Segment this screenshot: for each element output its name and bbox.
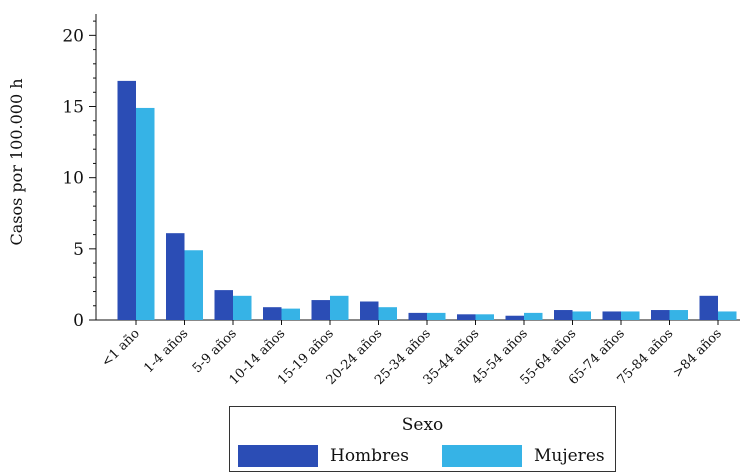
bar-hombres xyxy=(457,314,476,320)
y-axis-title: Casos por 100.000 h xyxy=(7,78,26,245)
legend-label-hombres: Hombres xyxy=(330,446,409,466)
bar-mujeres xyxy=(281,308,300,320)
legend: Sexo Hombres Mujeres xyxy=(229,406,616,472)
bar-mujeres xyxy=(330,295,349,320)
legend-swatch-mujeres xyxy=(442,445,522,467)
bar-mujeres xyxy=(718,311,737,320)
bar-hombres xyxy=(263,307,282,320)
bars xyxy=(117,80,737,321)
y-tick-label: 10 xyxy=(62,169,84,189)
bar-hombres xyxy=(408,312,427,320)
bar-hombres xyxy=(360,301,379,320)
y-tick-label: 20 xyxy=(62,26,84,46)
legend-title: Sexo xyxy=(401,415,444,435)
bar-mujeres xyxy=(427,312,446,320)
x-tick-label: 5-9 años xyxy=(190,326,240,376)
bar-mujeres xyxy=(233,295,252,320)
x-tick-label: <1 año xyxy=(99,326,143,370)
bar-mujeres xyxy=(378,307,397,320)
x-tick-label: >84 años xyxy=(670,326,725,381)
bar-hombres xyxy=(117,80,136,320)
legend-item-hombres: Hombres xyxy=(238,445,409,467)
y-tick-label: 15 xyxy=(62,98,84,118)
bar-mujeres xyxy=(524,312,543,320)
bar-hombres xyxy=(699,295,718,320)
bar-hombres xyxy=(505,315,524,320)
y-tick-label: 5 xyxy=(73,240,84,260)
bar-hombres xyxy=(554,310,573,320)
legend-swatch-hombres xyxy=(238,445,318,467)
bar-hombres xyxy=(311,300,330,320)
bar-mujeres xyxy=(184,250,203,320)
x-tick-label: 1-4 años xyxy=(141,326,191,376)
bar-mujeres xyxy=(621,311,640,320)
bar-mujeres xyxy=(669,310,688,320)
y-axis: 0 5 10 15 20 xyxy=(62,14,97,331)
legend-item-mujeres: Mujeres xyxy=(442,445,605,467)
bar-hombres xyxy=(602,311,621,320)
bar-hombres xyxy=(651,310,670,320)
bar-mujeres xyxy=(475,314,494,320)
bar-mujeres xyxy=(572,311,591,320)
y-tick-label: 0 xyxy=(73,311,84,331)
legend-label-mujeres: Mujeres xyxy=(534,446,605,466)
bar-mujeres xyxy=(136,107,155,321)
bar-hombres xyxy=(214,290,233,320)
bar-hombres xyxy=(166,233,185,320)
